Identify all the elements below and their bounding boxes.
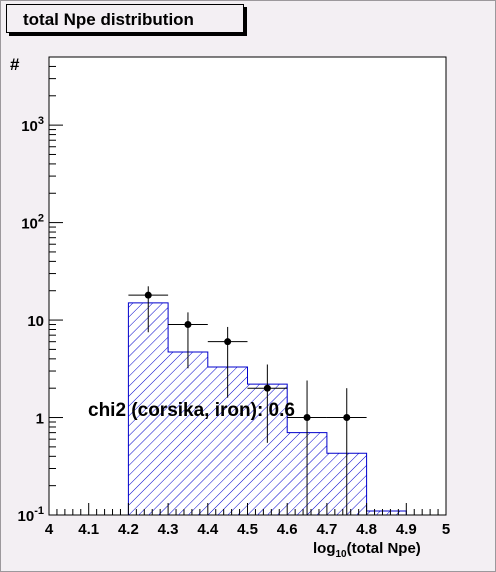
- x-tick-label: 4.3: [158, 521, 179, 538]
- x-tick-label: 4.4: [197, 521, 219, 538]
- chart-title: total Npe distribution: [23, 10, 194, 29]
- histogram-bar: [168, 352, 208, 515]
- chi2-annotation: chi2 (corsika, iron): 0.6: [88, 400, 295, 421]
- y-axis-label: #: [10, 55, 20, 74]
- y-tick-label: 102: [21, 213, 44, 233]
- x-tick-label: 4.5: [237, 521, 258, 538]
- histogram-bar: [366, 510, 407, 515]
- axes: 4 4.1 4.2 4.3 4.4 4.5 4.6 4.7 4.8 4.9 5 10-1 1 10 102 1…: [18, 56, 450, 538]
- data-point: [144, 291, 152, 299]
- data-point: [184, 321, 192, 329]
- y-tick-label: 1: [36, 411, 44, 428]
- x-tick-label: 4.6: [277, 521, 298, 538]
- x-tick-label: 4.9: [396, 521, 417, 538]
- x-tick-label: 4: [45, 521, 54, 538]
- x-tick-label: 5: [442, 521, 450, 538]
- x-tick-label: 4.7: [316, 521, 337, 538]
- y-tick-label: 10-1: [18, 505, 44, 525]
- x-axis-label: log10(total Npe): [313, 540, 421, 560]
- data-points: [128, 286, 367, 515]
- histogram-bar: [128, 302, 169, 515]
- x-tick-label: 4.1: [78, 521, 99, 538]
- x-tick-label: 4.8: [356, 521, 377, 538]
- data-point: [343, 414, 351, 422]
- data-point: [263, 384, 271, 392]
- x-tick-label: 4.2: [118, 521, 139, 538]
- chart-title-box: total Npe distribution: [6, 4, 244, 33]
- data-point: [224, 338, 232, 346]
- y-tick-label: 10: [27, 313, 44, 330]
- data-point: [303, 414, 311, 422]
- y-tick-label: 103: [21, 115, 44, 135]
